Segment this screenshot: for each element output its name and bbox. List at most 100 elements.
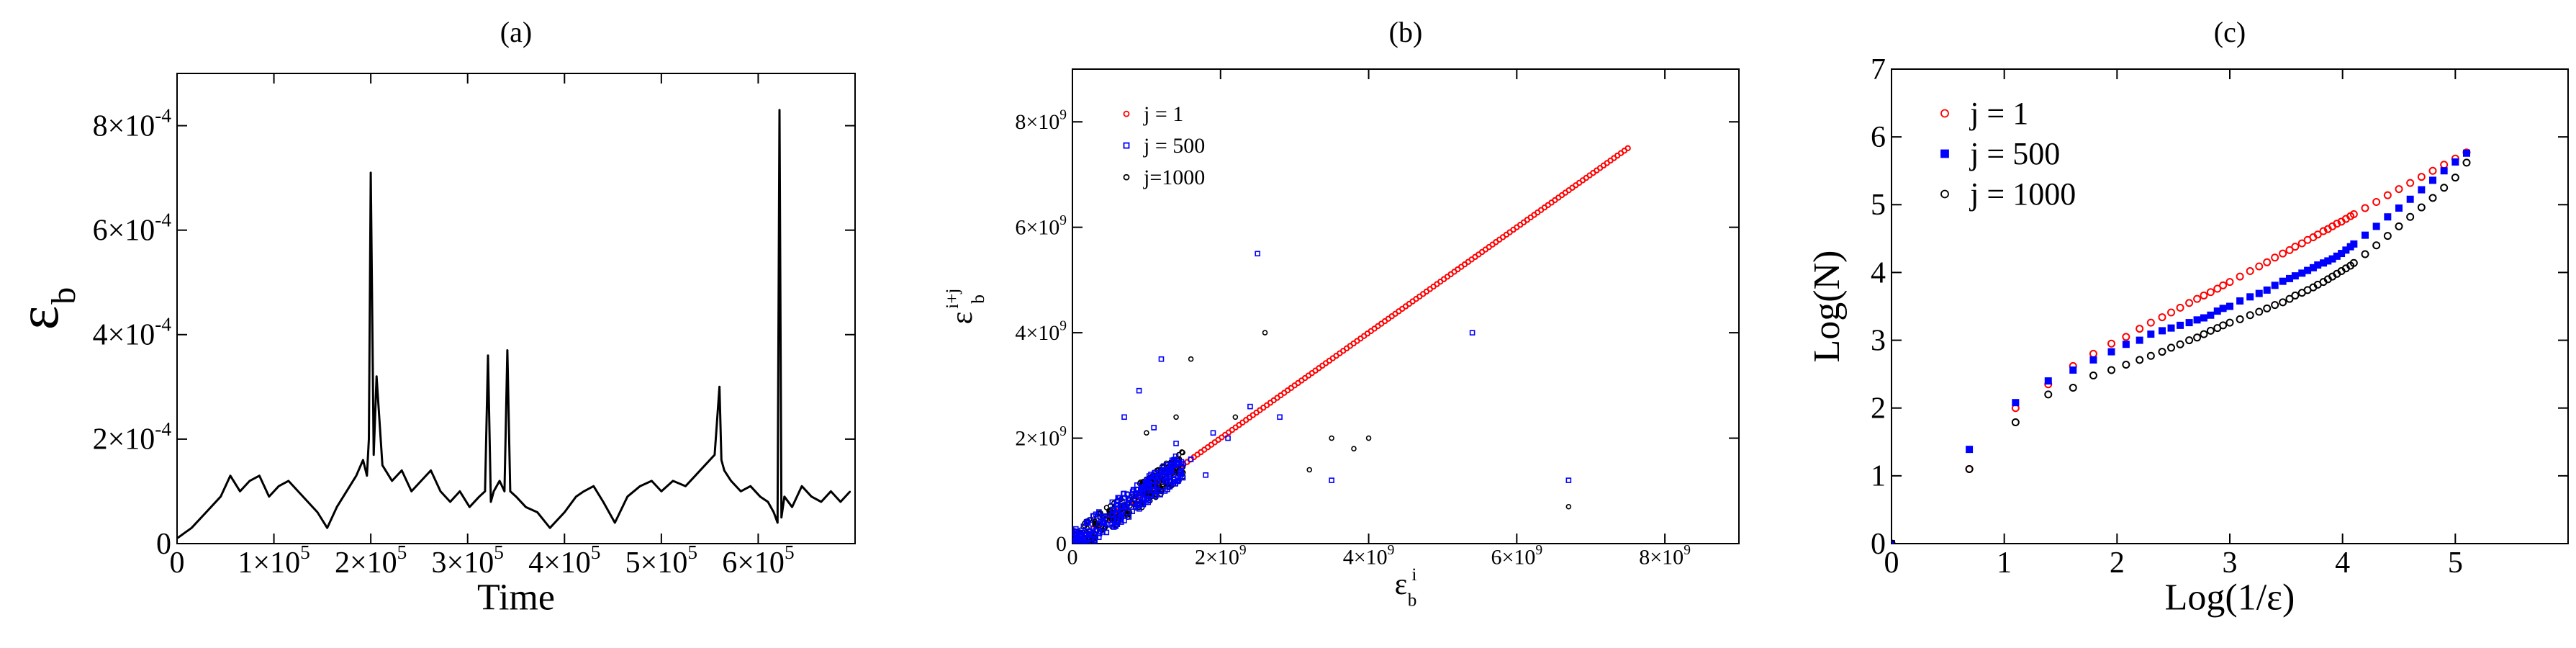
- data-point-cluster: [1178, 471, 1185, 477]
- data-point: [430, 469, 432, 472]
- data-point: [507, 349, 508, 351]
- data-point: [2089, 372, 2097, 380]
- y-tick-label: 8×10-4: [93, 105, 172, 143]
- series-line: [177, 109, 851, 539]
- y-tick-label-text: 6×10: [93, 215, 155, 248]
- data-point: [2406, 195, 2414, 203]
- data-point: [510, 490, 511, 492]
- y-tick-label: 6×109: [1015, 213, 1067, 240]
- data-point: [410, 490, 412, 492]
- y-tick-label-text: 8×10: [1015, 110, 1059, 134]
- data-point-cluster: [1152, 493, 1158, 499]
- data-point: [356, 474, 357, 477]
- data-point-cluster: [1162, 478, 1169, 485]
- data-point: [2236, 272, 2244, 281]
- data-point: [2167, 324, 2175, 332]
- y-tick-label-exponent: 9: [1059, 424, 1067, 439]
- data-point: [2159, 327, 2166, 335]
- data-point-outlier: [1262, 330, 1268, 336]
- x-tick-label-text: 2×10: [1195, 546, 1239, 570]
- y-tick-label: 6×10-4: [93, 210, 172, 248]
- data-point: [2342, 246, 2350, 254]
- y-axis-title-text: εb: [7, 287, 83, 330]
- data-point-cluster: [1145, 480, 1152, 486]
- data-point: [2314, 261, 2322, 269]
- data-point-cluster: [1072, 534, 1075, 540]
- data-point-outlier: [1173, 414, 1179, 420]
- y-tick-label-exponent: 9: [1059, 213, 1067, 228]
- data-point-cluster: [1093, 527, 1100, 534]
- panel-a: (a)0 1×105 2×105 3×105 4×105 5×105 6×10502×10-…: [7, 16, 856, 618]
- data-point: [525, 506, 527, 508]
- data-point: [2236, 315, 2244, 323]
- data-point: [2136, 356, 2144, 364]
- y-axis-title-text: Log(N): [1807, 251, 1848, 363]
- data-point: [239, 490, 241, 492]
- legend-marker: [1123, 110, 1130, 117]
- data-point: [2193, 294, 2202, 303]
- data-point: [614, 522, 616, 523]
- data-point: [2176, 340, 2184, 348]
- data-point: [695, 474, 696, 477]
- data-point: [2291, 272, 2299, 280]
- data-point-cluster: [1096, 531, 1103, 536]
- data-point: [2428, 166, 2437, 175]
- data-point: [626, 495, 628, 498]
- data-point-cluster: [1113, 506, 1119, 513]
- x-tick-label-text: 4×10: [528, 546, 591, 580]
- data-point: [2147, 330, 2155, 338]
- x-tick-label-text: 0: [170, 546, 185, 580]
- legend-label: j=1000: [1143, 166, 1205, 189]
- x-tick-label-text: 4×10: [1343, 546, 1388, 570]
- data-point: [370, 172, 371, 174]
- y-tick-label: 4×109: [1015, 319, 1067, 346]
- y-tick-label-text: 2×10: [1015, 426, 1059, 450]
- plot-frame-b: [1072, 68, 1740, 544]
- data-point: [2304, 266, 2312, 274]
- data-point-cluster: [1126, 498, 1133, 503]
- data-point: [2313, 230, 2322, 239]
- data-point: [459, 490, 461, 492]
- data-point: [177, 537, 178, 539]
- x-tick-label-text: 3: [2223, 546, 2238, 580]
- data-point-cluster: [1099, 519, 1106, 526]
- data-point: [2328, 255, 2336, 263]
- data-point-cluster: [1122, 503, 1128, 508]
- x-axis-title-text: Log(1/ε): [2165, 577, 2295, 618]
- data-point-cluster: [1179, 449, 1185, 455]
- data-point: [2107, 348, 2115, 356]
- data-point-cluster: [1131, 493, 1137, 500]
- data-point: [549, 527, 551, 529]
- data-point: [2417, 203, 2426, 212]
- data-point: [230, 474, 231, 477]
- x-tick-label: 0: [170, 546, 185, 580]
- data-point-cluster: [1082, 531, 1088, 538]
- y-axis-title-main: ε: [7, 306, 71, 330]
- y-axis-title-main: ε: [946, 312, 979, 325]
- data-point: [1892, 540, 1895, 544]
- y-tick-label: 5: [1871, 189, 1886, 222]
- data-point-outlier: [1329, 477, 1334, 483]
- x-tick-label-exponent: 9: [1535, 543, 1542, 558]
- x-axis-title-text: Time: [477, 577, 555, 618]
- y-tick-label: 4×10-4: [93, 314, 172, 352]
- y-axis-title-main: Log(N): [1807, 251, 1848, 363]
- data-point: [780, 516, 782, 518]
- y-axis-title-text: ε i+j b: [943, 289, 988, 325]
- data-point-j1: [1624, 145, 1631, 152]
- data-point-cluster: [1150, 483, 1156, 489]
- y-tick-label-text: 6×10: [1015, 216, 1059, 240]
- x-tick-label-exponent: 5: [397, 541, 407, 563]
- data-point: [777, 522, 779, 523]
- data-point-cluster: [1141, 496, 1147, 502]
- data-point: [499, 480, 500, 482]
- data-point: [258, 474, 261, 477]
- data-point: [487, 355, 489, 356]
- y-tick-label: 4: [1871, 256, 1886, 289]
- data-point: [2146, 318, 2155, 327]
- y-tick-label-text: 4×10: [93, 319, 155, 352]
- data-point-outlier: [1329, 435, 1334, 441]
- x-tick-label-text: 5×10: [625, 546, 688, 580]
- data-point-cluster: [1170, 459, 1177, 464]
- x-tick-label-exponent: 9: [1388, 543, 1395, 558]
